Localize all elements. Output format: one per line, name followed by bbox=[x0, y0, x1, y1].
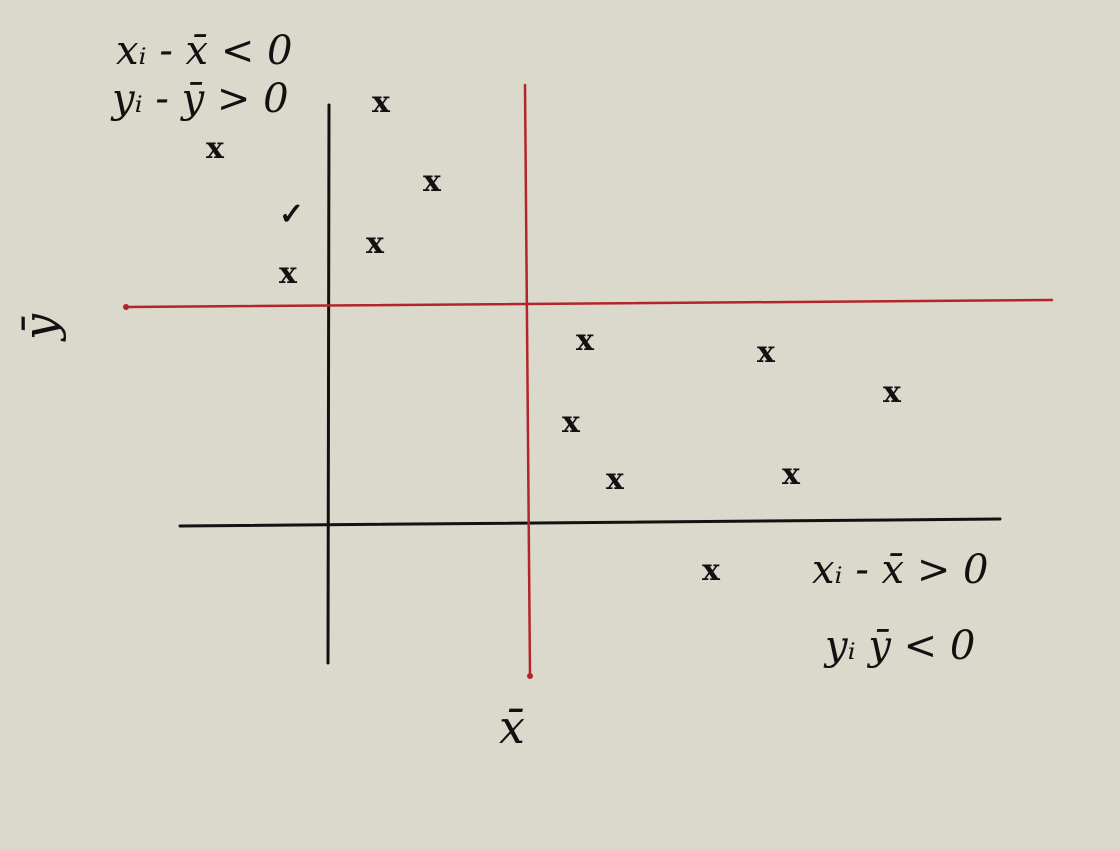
point-mark: x bbox=[423, 164, 442, 199]
point-mark: x bbox=[606, 462, 625, 497]
point-mark: x bbox=[279, 256, 298, 291]
x-axis bbox=[178, 517, 1002, 528]
upper-left-note-line2: yᵢ - ȳ > 0 bbox=[110, 76, 289, 122]
y-mean-line-end-dot bbox=[123, 304, 129, 310]
point-mark: ✓ bbox=[279, 197, 304, 232]
x-mean-line-end-dot bbox=[527, 673, 533, 679]
point-mark: x bbox=[562, 405, 581, 440]
point-mark: x bbox=[576, 323, 595, 358]
point-mark: x bbox=[206, 131, 225, 166]
y-axis bbox=[326, 103, 331, 665]
point-mark: x bbox=[757, 335, 776, 370]
point-mark: x bbox=[782, 457, 801, 492]
point-mark: x bbox=[702, 553, 721, 588]
x-mean-line bbox=[523, 83, 532, 678]
scatter-points: x x x ✓ x x x x x x x x x bbox=[206, 85, 902, 588]
upper-left-note-line1: xᵢ - x̄ < 0 bbox=[116, 28, 293, 74]
x-mean-label: x̄ bbox=[499, 700, 525, 754]
point-mark: x bbox=[366, 226, 385, 261]
point-mark: x bbox=[372, 85, 391, 120]
point-mark: x bbox=[883, 375, 902, 410]
y-mean-label: ȳ bbox=[13, 313, 67, 342]
lower-right-note-line2: yᵢ ȳ < 0 bbox=[823, 623, 975, 669]
lower-right-note-line1: xᵢ - x̄ > 0 bbox=[812, 547, 989, 593]
y-mean-line bbox=[124, 298, 1054, 309]
